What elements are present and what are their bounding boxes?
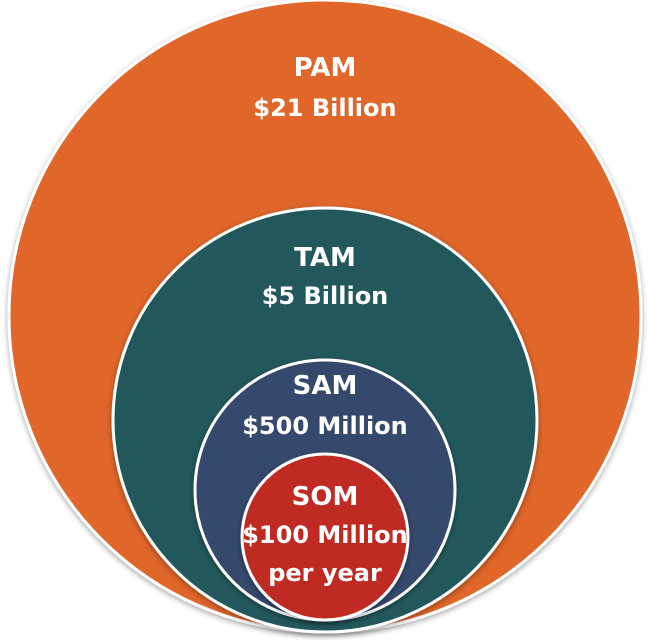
tam-name: TAM [294,243,356,273]
pam-name: PAM [294,53,357,83]
som-circle-group: SOM $100 Million per year [240,452,410,622]
pam-value: $21 Billion [253,94,396,122]
tam-value: $5 Billion [262,282,389,310]
sam-name: SAM [293,371,358,401]
som-name: SOM [292,482,359,512]
som-note: per year [268,559,382,587]
sam-value: $500 Million [242,412,408,440]
som-value: $100 Million [242,521,408,549]
som-circle [240,452,410,622]
